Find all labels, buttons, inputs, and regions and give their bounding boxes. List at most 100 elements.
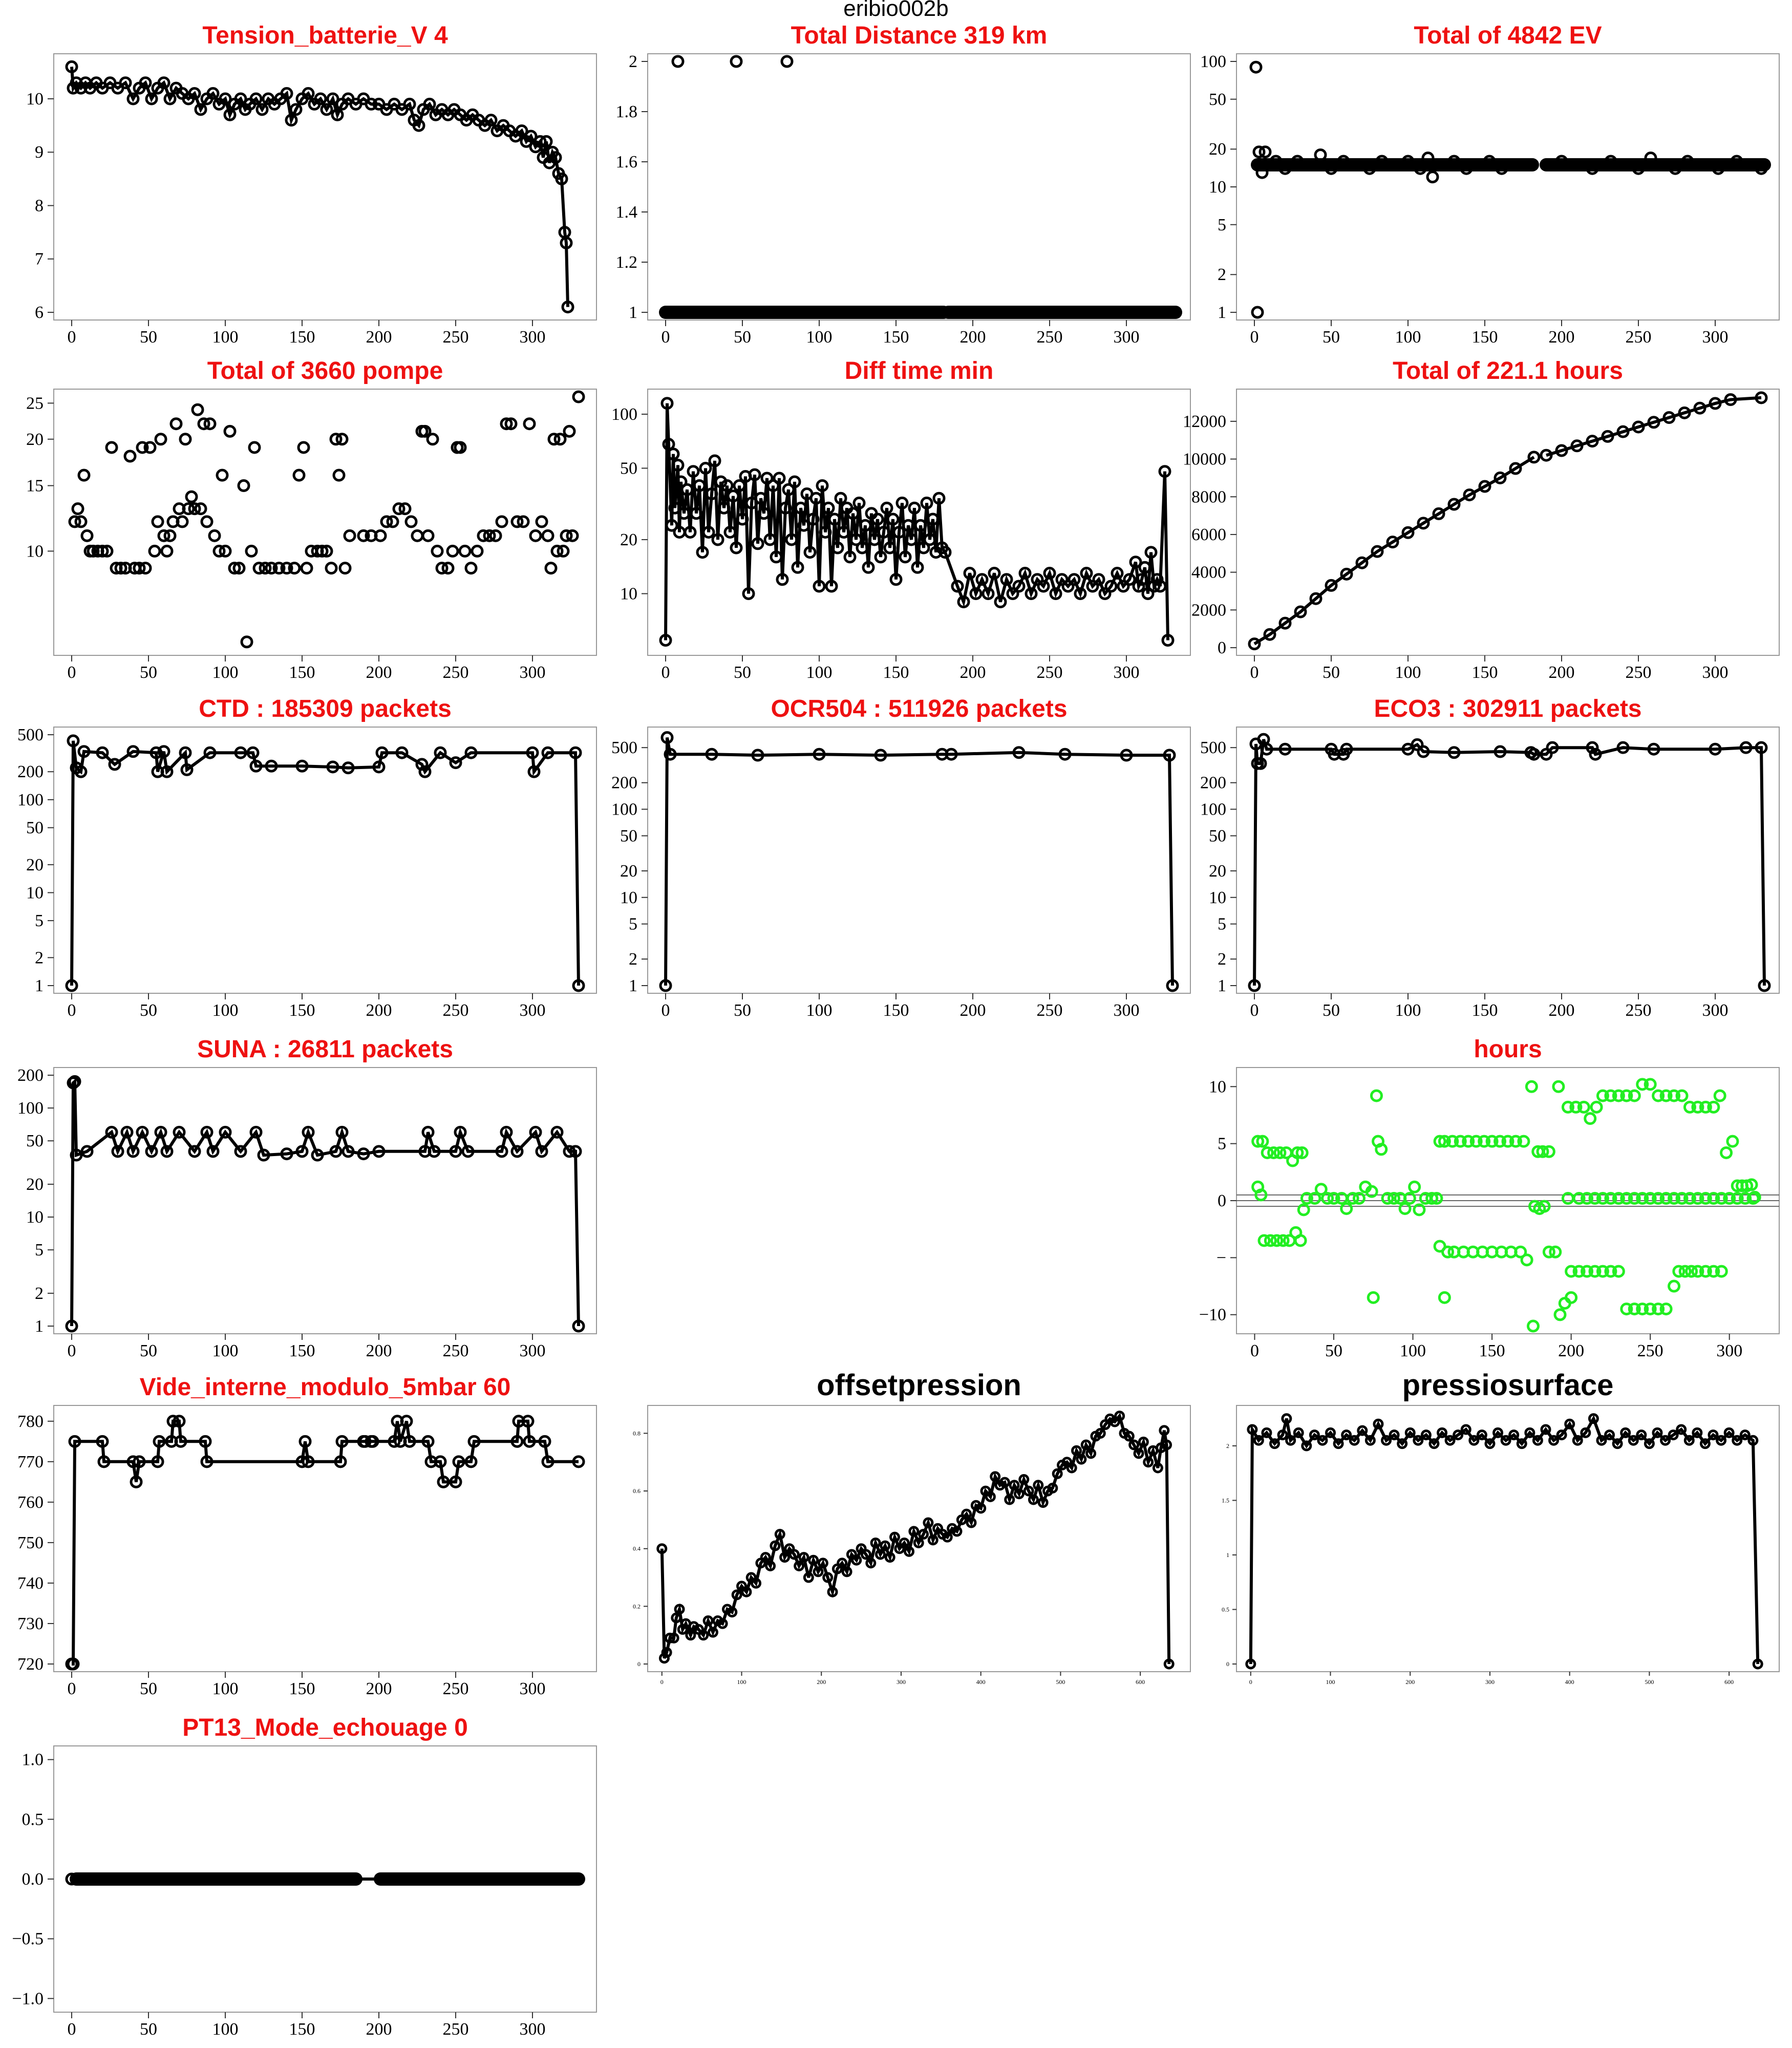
data-point bbox=[1469, 1135, 1483, 1148]
data-point bbox=[1138, 1436, 1149, 1447]
data-point bbox=[200, 515, 214, 528]
data-point bbox=[421, 1125, 435, 1139]
data-point bbox=[418, 765, 432, 778]
x-tick-label: 250 bbox=[1626, 663, 1652, 682]
data-point bbox=[203, 746, 217, 759]
data-point bbox=[1483, 155, 1496, 168]
x-tick-label: 150 bbox=[289, 1001, 315, 1020]
data-point bbox=[212, 544, 226, 558]
y-tick-label: 740 bbox=[17, 1574, 44, 1593]
y-tick-label: 10 bbox=[26, 883, 44, 902]
data-point bbox=[1584, 1112, 1597, 1125]
chart-title: SUNA : 26811 packets bbox=[197, 1036, 453, 1063]
data-point bbox=[698, 1630, 709, 1641]
data-point bbox=[1141, 587, 1155, 600]
data-point bbox=[798, 1552, 809, 1563]
data-point bbox=[895, 496, 909, 509]
y-tick-label: 10 bbox=[26, 90, 44, 109]
data-point bbox=[1018, 567, 1032, 580]
chart-title: Vide_interne_modulo_5mbar 60 bbox=[140, 1374, 511, 1401]
data-point bbox=[173, 1415, 186, 1428]
data-point bbox=[1596, 1435, 1607, 1446]
data-point bbox=[1693, 401, 1706, 415]
chart-panel-14: PT13_Mode_echouage 0 0 50 100 150 200 250 300 −1… bbox=[12, 1714, 597, 2039]
data-point bbox=[1745, 1178, 1758, 1191]
y-tick-label: 1.8 bbox=[616, 102, 638, 121]
data-point bbox=[1009, 1480, 1020, 1491]
chart-title: Total of 221.1 hours bbox=[1393, 357, 1623, 385]
data-point bbox=[702, 1615, 714, 1627]
data-point bbox=[1596, 1265, 1609, 1278]
data-point bbox=[1660, 1435, 1671, 1446]
data-point bbox=[292, 468, 306, 482]
x-tick-label: 400 bbox=[1565, 1678, 1574, 1686]
data-point bbox=[1604, 1265, 1617, 1278]
series-line bbox=[1253, 396, 1762, 646]
data-point bbox=[139, 562, 152, 575]
data-point bbox=[188, 1145, 201, 1158]
data-point bbox=[1668, 1279, 1681, 1293]
data-point bbox=[751, 537, 764, 550]
data-point bbox=[892, 525, 906, 539]
data-point bbox=[1699, 1100, 1712, 1114]
y-tick-label: 100 bbox=[17, 791, 44, 809]
data-point bbox=[727, 489, 740, 503]
data-point bbox=[289, 103, 303, 116]
data-point bbox=[656, 1543, 668, 1554]
data-point bbox=[1500, 1435, 1511, 1446]
data-point bbox=[1508, 1430, 1520, 1441]
data-point bbox=[302, 87, 315, 100]
data-point bbox=[1652, 1192, 1665, 1205]
x-tick-label: 100 bbox=[806, 328, 833, 347]
data-point bbox=[100, 544, 114, 558]
data-point bbox=[365, 97, 378, 111]
data-point bbox=[403, 1435, 416, 1448]
data-point bbox=[757, 507, 771, 520]
x-tick-label: 50 bbox=[1322, 663, 1340, 682]
data-point bbox=[1255, 166, 1269, 179]
data-point bbox=[780, 55, 794, 68]
y-tick-label: 5 bbox=[629, 915, 637, 934]
plot-frame bbox=[53, 53, 597, 321]
data-point bbox=[1432, 507, 1445, 520]
y-tick-label: 200 bbox=[1200, 774, 1226, 793]
data-point bbox=[1540, 1424, 1551, 1435]
data-point bbox=[911, 561, 924, 574]
y-tick-label: 780 bbox=[17, 1412, 44, 1431]
data-point bbox=[990, 1471, 1001, 1482]
series-line bbox=[72, 1419, 579, 1666]
data-point bbox=[1525, 1080, 1538, 1093]
data-point bbox=[918, 1529, 929, 1540]
data-point bbox=[837, 525, 850, 539]
data-point bbox=[871, 513, 884, 526]
data-point bbox=[248, 441, 261, 454]
data-point bbox=[510, 515, 524, 528]
data-point bbox=[1420, 1430, 1432, 1441]
data-point bbox=[1076, 1454, 1087, 1465]
data-point bbox=[880, 1540, 891, 1551]
data-point bbox=[1278, 162, 1292, 175]
data-point bbox=[180, 763, 194, 776]
data-point bbox=[544, 562, 558, 575]
x-tick-label: 250 bbox=[443, 2020, 469, 2039]
data-point bbox=[80, 529, 94, 542]
y-tick-label: 100 bbox=[1200, 52, 1226, 71]
data-point bbox=[1636, 1430, 1647, 1441]
data-point bbox=[662, 438, 675, 451]
data-point bbox=[733, 479, 746, 492]
data-point bbox=[105, 1125, 118, 1139]
chart-title: Total Distance 319 km bbox=[791, 22, 1048, 49]
data-point bbox=[1446, 1135, 1459, 1148]
chart-panel-0: Tension_batterie_V 4 0 50 100 150 200 250 300 6 7… bbox=[26, 22, 597, 347]
data-point bbox=[157, 745, 170, 758]
data-point bbox=[849, 533, 863, 546]
data-point bbox=[133, 562, 146, 575]
data-point bbox=[693, 479, 706, 492]
data-point bbox=[1437, 1427, 1448, 1438]
data-point bbox=[862, 561, 875, 574]
data-point bbox=[449, 1145, 462, 1158]
x-tick-label: 250 bbox=[443, 663, 469, 682]
data-point bbox=[96, 1435, 109, 1448]
data-point bbox=[74, 515, 88, 528]
data-point bbox=[426, 433, 439, 446]
